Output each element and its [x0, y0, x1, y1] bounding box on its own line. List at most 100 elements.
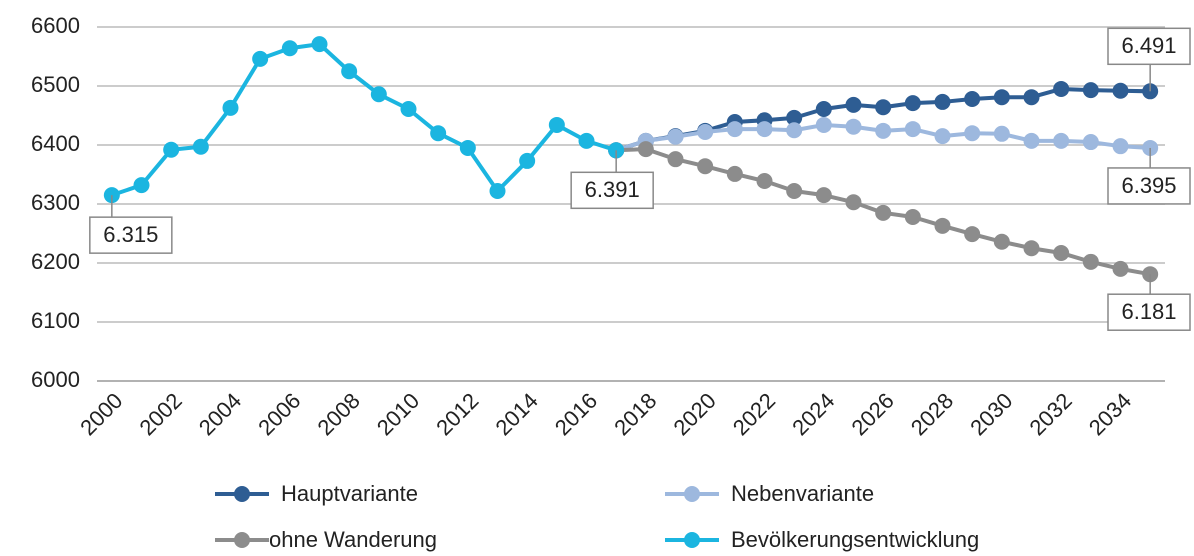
- point: [1112, 82, 1129, 99]
- point: [697, 124, 714, 141]
- data-label: 6.391: [585, 177, 640, 202]
- legend-marker: [234, 486, 250, 502]
- legend-label: Bevölkerungsentwicklung: [731, 527, 979, 552]
- point: [964, 90, 981, 107]
- point: [875, 99, 892, 116]
- x-tick-label: 2034: [1084, 388, 1136, 440]
- point: [370, 86, 387, 103]
- y-tick-label: 6300: [31, 190, 80, 215]
- legend-label: Nebenvariante: [731, 481, 874, 506]
- y-tick-label: 6100: [31, 308, 80, 333]
- legend-marker: [684, 532, 700, 548]
- point: [904, 95, 921, 112]
- point: [1082, 82, 1099, 99]
- point: [756, 121, 773, 138]
- point: [459, 139, 476, 156]
- point: [845, 96, 862, 113]
- point: [548, 116, 565, 133]
- y-tick-label: 6600: [31, 13, 80, 38]
- point: [1053, 80, 1070, 97]
- point: [964, 125, 981, 142]
- x-tick-label: 2010: [372, 388, 424, 440]
- x-tick-label: 2002: [135, 388, 187, 440]
- point: [904, 121, 921, 138]
- point: [430, 125, 447, 142]
- point: [578, 132, 595, 149]
- point: [815, 101, 832, 118]
- point: [519, 152, 536, 169]
- point: [964, 226, 981, 243]
- data-label: 6.395: [1121, 173, 1176, 198]
- x-tick-label: 2014: [491, 388, 543, 440]
- x-tick-label: 2028: [906, 388, 958, 440]
- label-box: [1107, 293, 1191, 331]
- label-box: [1107, 27, 1191, 66]
- point: [934, 93, 951, 110]
- point: [726, 165, 743, 182]
- point: [815, 116, 832, 133]
- x-tick-label: 2004: [194, 388, 246, 440]
- point: [697, 158, 714, 175]
- point: [400, 101, 417, 118]
- label-box: [1107, 167, 1191, 205]
- point: [222, 99, 239, 116]
- x-tick-label: 2024: [787, 388, 839, 440]
- x-tick-label: 2026: [847, 388, 899, 440]
- point: [252, 50, 269, 67]
- point: [341, 63, 358, 80]
- point: [637, 141, 654, 158]
- point: [786, 109, 803, 126]
- point: [667, 151, 684, 168]
- x-tick-label: 2032: [1025, 388, 1077, 440]
- point: [1112, 138, 1129, 155]
- data-label: 6.491: [1121, 33, 1176, 58]
- x-tick-label: 2000: [75, 388, 127, 440]
- x-tick-label: 2022: [728, 388, 780, 440]
- x-tick-label: 2020: [669, 388, 721, 440]
- point: [311, 36, 328, 53]
- point: [281, 40, 298, 57]
- label-box: [570, 171, 654, 210]
- point: [756, 172, 773, 189]
- legend-marker: [234, 532, 250, 548]
- point: [1082, 253, 1099, 270]
- point: [133, 177, 150, 194]
- series-line: [111, 42, 617, 198]
- point: [1053, 132, 1070, 149]
- point: [786, 183, 803, 200]
- point: [934, 128, 951, 145]
- point: [875, 122, 892, 139]
- point: [845, 118, 862, 135]
- legend-label: ohne Wanderung: [269, 527, 437, 552]
- point: [1082, 134, 1099, 151]
- legend-marker: [684, 486, 700, 502]
- x-tick-label: 2008: [313, 388, 365, 440]
- point: [845, 194, 862, 211]
- point: [934, 217, 951, 234]
- point: [1053, 244, 1070, 261]
- x-tick-label: 2016: [550, 388, 602, 440]
- x-tick-label: 2030: [965, 388, 1017, 440]
- data-label: 6.315: [103, 222, 158, 247]
- legend-label: Hauptvariante: [281, 481, 418, 506]
- point: [993, 125, 1010, 142]
- point: [1112, 260, 1129, 277]
- point: [875, 204, 892, 221]
- point: [667, 128, 684, 145]
- point: [1023, 240, 1040, 257]
- point: [1023, 89, 1040, 106]
- label-box: [89, 216, 173, 254]
- point: [1023, 132, 1040, 149]
- x-tick-label: 2018: [609, 388, 661, 440]
- y-tick-label: 6200: [31, 249, 80, 274]
- point: [993, 233, 1010, 250]
- point: [786, 122, 803, 139]
- y-tick-label: 6500: [31, 72, 80, 97]
- point: [993, 89, 1010, 106]
- x-tick-label: 2006: [253, 388, 305, 440]
- point: [192, 138, 209, 155]
- point: [904, 208, 921, 225]
- point: [726, 121, 743, 138]
- point: [489, 183, 506, 200]
